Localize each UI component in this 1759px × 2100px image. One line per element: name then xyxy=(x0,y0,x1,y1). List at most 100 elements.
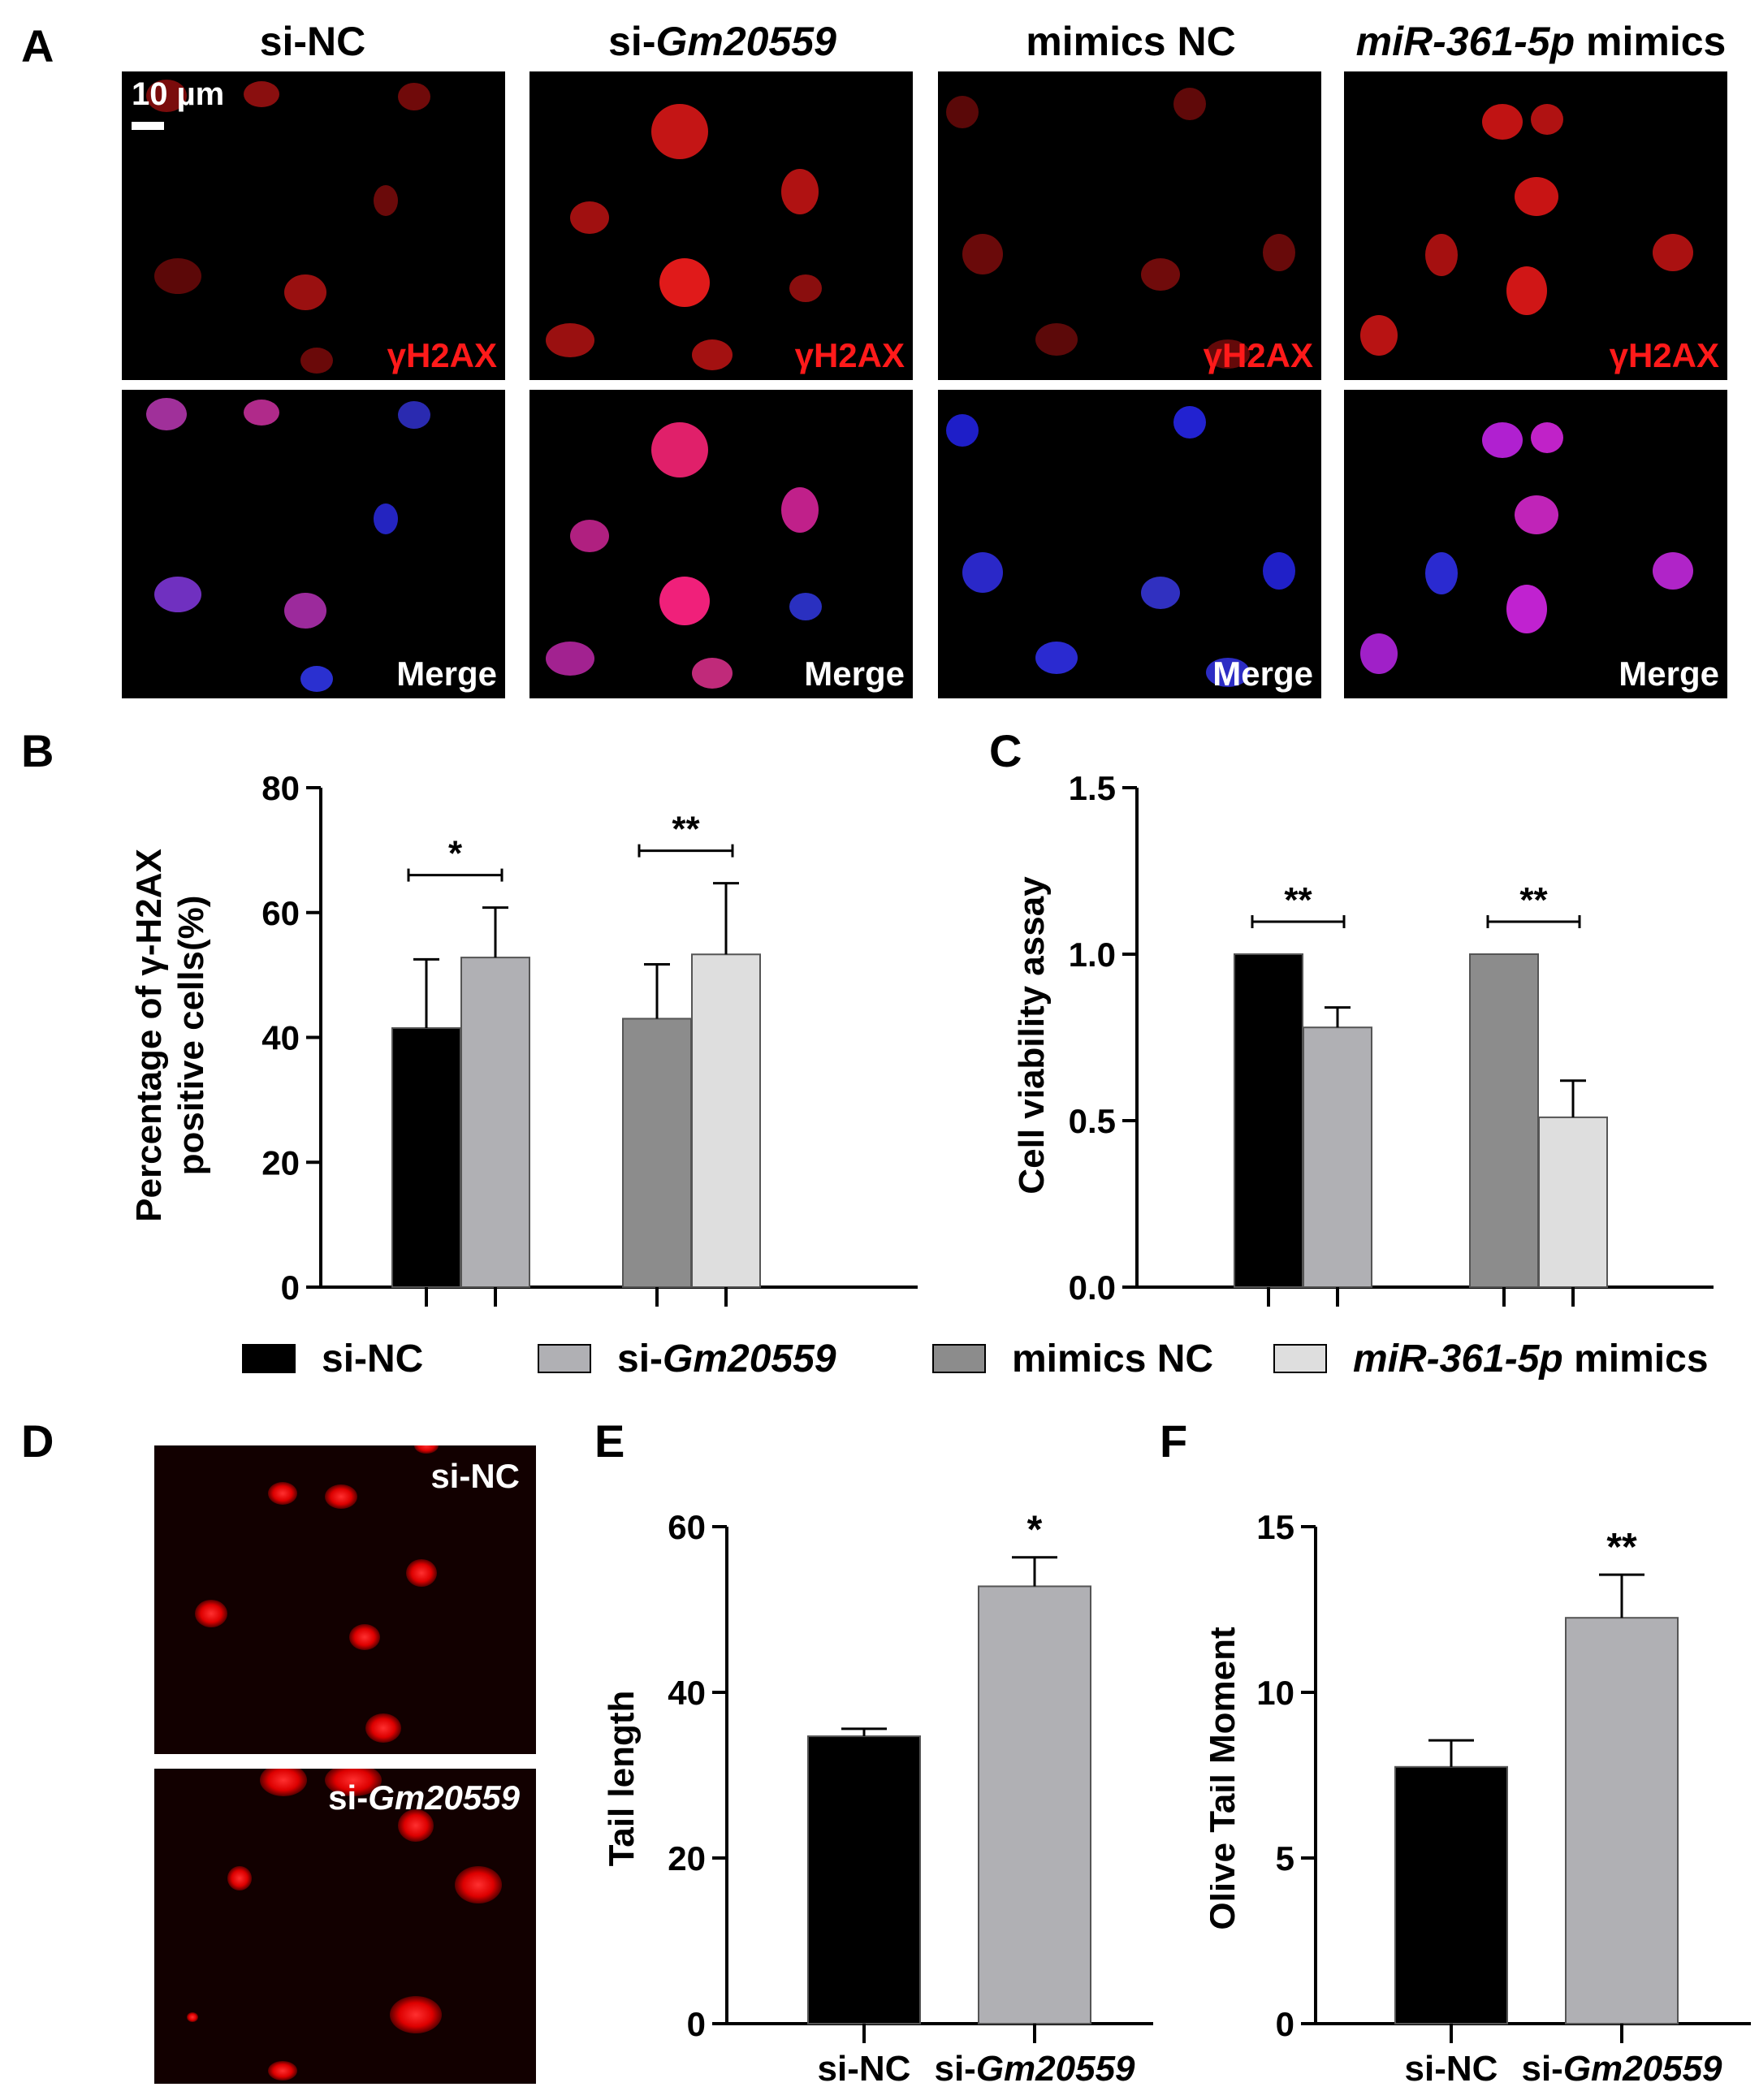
significance-marker: * xyxy=(1027,1509,1043,1552)
bar-si-nc xyxy=(1234,953,1303,1288)
comet xyxy=(195,1600,227,1627)
legend-label-prefix: si- xyxy=(617,1337,663,1381)
column-title-mir-mimics: miR-361-5p mimics xyxy=(1340,18,1742,65)
stain-label-gamma-h2ax: γH2AX xyxy=(387,336,497,374)
cell-nucleus xyxy=(570,201,609,234)
column-title-mirna: miR-361-5p xyxy=(1355,19,1575,64)
comet xyxy=(260,1769,307,1796)
cell-nucleus xyxy=(146,398,187,430)
legend-label: mimics NC xyxy=(1012,1337,1214,1381)
x-tick-label: si-NC xyxy=(818,2049,911,2089)
micrograph-merge: Merge xyxy=(122,390,505,698)
comet xyxy=(414,1445,439,1454)
panel-label-e: E xyxy=(594,1415,625,1467)
cell-nucleus xyxy=(1206,658,1250,687)
comet xyxy=(325,1484,357,1509)
y-tick-label: 5 xyxy=(1276,1839,1294,1877)
cell-nucleus xyxy=(1173,88,1206,120)
cell-nucleus xyxy=(570,520,609,552)
cell-nucleus xyxy=(244,400,279,426)
micrograph-merge: Merge xyxy=(529,390,913,698)
legend-label: si-Gm20559 xyxy=(617,1337,836,1381)
y-axis-label: Percentage of γ-H2AX xyxy=(129,849,169,1222)
cell-nucleus xyxy=(1035,642,1078,674)
micrograph-gamma-h2ax: γH2AX 10 µm xyxy=(122,71,505,380)
cell-nucleus xyxy=(398,83,430,110)
comet xyxy=(398,1809,434,1842)
cell-nucleus xyxy=(1360,315,1398,356)
y-tick-label: 0 xyxy=(1276,2005,1294,2043)
y-axis-label: Olive Tail Moment xyxy=(1210,1627,1243,1930)
chart-f-olive-tail-moment: 0 5 10 15 Olive Tail Moment si-NC si-Gm20559 ** xyxy=(1210,1508,1751,2089)
significance-marker: * xyxy=(448,834,463,874)
cell-nucleus xyxy=(651,422,708,477)
legend-swatch xyxy=(1273,1344,1327,1373)
comet xyxy=(365,1713,401,1743)
x-tick-label: si-NC xyxy=(1405,2049,1498,2089)
y-tick-label: 40 xyxy=(668,1674,706,1712)
stain-label-merge: Merge xyxy=(1619,655,1719,693)
cell-nucleus xyxy=(546,642,594,676)
y-axis-label: Tail length xyxy=(602,1691,642,1867)
bar-mimics-nc xyxy=(622,1018,692,1288)
cell-nucleus xyxy=(1531,422,1563,453)
cell-nucleus xyxy=(1263,234,1295,271)
legend-label-mirna: miR-361-5p xyxy=(1353,1337,1563,1381)
cell-nucleus xyxy=(692,658,733,689)
legend-swatch xyxy=(242,1344,296,1373)
y-tick-label: 80 xyxy=(261,769,300,807)
significance-marker: ** xyxy=(1284,880,1312,920)
y-tick-label: 20 xyxy=(668,1839,706,1877)
micrograph-gamma-h2ax: γH2AX xyxy=(1344,71,1727,380)
cell-nucleus xyxy=(300,666,333,692)
column-title-text: mimics NC xyxy=(1026,19,1236,64)
comet-image-si-nc: si-NC xyxy=(154,1445,536,1754)
y-tick-label: 60 xyxy=(668,1508,706,1546)
legend-item-si-gm20559: si-Gm20559 xyxy=(538,1330,836,1387)
stain-label-merge: Merge xyxy=(804,655,905,693)
comet xyxy=(349,1624,380,1650)
cell-nucleus xyxy=(651,104,708,159)
column-title-si-nc: si-NC xyxy=(122,18,503,65)
y-tick-label: 0 xyxy=(687,2005,706,2043)
cell-nucleus xyxy=(1425,552,1458,594)
y-tick-label: 1.5 xyxy=(1069,769,1116,807)
legend-item-mimics-nc: mimics NC xyxy=(932,1330,1213,1387)
column-title-mimics-nc: mimics NC xyxy=(938,18,1324,65)
cell-nucleus xyxy=(1263,552,1295,590)
column-title-text: si-NC xyxy=(259,19,366,64)
cell-nucleus xyxy=(962,552,1003,593)
comet xyxy=(268,1482,297,1505)
cell-nucleus xyxy=(154,577,201,612)
comet xyxy=(390,1996,442,2033)
cell-nucleus xyxy=(146,80,187,112)
legend-label-gene: Gm20559 xyxy=(663,1337,836,1381)
legend-label: miR-361-5p mimics xyxy=(1353,1337,1709,1381)
cell-nucleus xyxy=(244,81,279,107)
stain-label-gamma-h2ax: γH2AX xyxy=(1203,336,1313,374)
legend-label-suffix: mimics xyxy=(1562,1337,1709,1381)
cell-nucleus xyxy=(1482,104,1523,140)
cell-nucleus xyxy=(1425,234,1458,276)
x-tick-label: si-Gm20559 xyxy=(934,2049,1135,2089)
y-tick-label: 10 xyxy=(1256,1674,1294,1712)
cell-nucleus xyxy=(1653,552,1693,590)
cell-nucleus xyxy=(789,593,822,620)
cell-nucleus xyxy=(546,323,594,357)
bar-si-gm20559 xyxy=(1565,1617,1679,2024)
bar-mir-361-5p-mimics xyxy=(691,953,761,1288)
cell-nucleus xyxy=(1206,339,1250,369)
cell-nucleus xyxy=(1482,422,1523,458)
y-tick-label: 0 xyxy=(281,1268,300,1307)
legend-label: si-NC xyxy=(322,1337,424,1381)
cell-nucleus xyxy=(1141,577,1180,609)
cell-nucleus xyxy=(659,258,710,307)
micrograph-gamma-h2ax: γH2AX xyxy=(938,71,1321,380)
cell-nucleus xyxy=(300,348,333,374)
comet xyxy=(227,1866,252,1890)
cell-nucleus xyxy=(1141,258,1180,291)
panel-label-a: A xyxy=(21,20,54,71)
y-tick-label: 40 xyxy=(261,1019,300,1057)
comet xyxy=(406,1559,437,1587)
column-title-gene: Gm20559 xyxy=(655,19,836,64)
